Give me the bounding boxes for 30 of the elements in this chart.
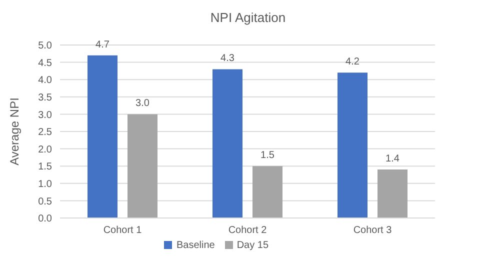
bar [212,69,242,218]
y-tick-label: 1.5 [38,162,52,173]
y-tick-label: 2.5 [38,127,52,138]
bar [338,72,368,218]
y-tick-label: 3.0 [38,110,52,121]
bar [252,166,282,218]
data-label: 4.7 [96,39,110,50]
legend-label: Day 15 [236,240,269,251]
data-label: 1.4 [386,154,400,165]
y-tick-label: 4.0 [38,75,52,86]
x-tick-label: Cohort 2 [228,225,268,236]
y-tick-label: 5.0 [38,40,52,52]
bar [88,55,118,218]
chart-title: NPI Agitation [210,10,286,25]
y-tick-label: 4.5 [38,58,52,69]
y-tick-label: 2.0 [38,144,52,156]
data-label: 1.5 [260,150,275,162]
legend-label: Baseline [176,240,215,251]
x-tick-label: Cohort 3 [353,225,392,236]
data-label: 4.3 [220,53,235,64]
y-axis-title: Average NPI [7,98,22,166]
y-tick-label: 1.0 [38,178,52,190]
bar [378,170,408,218]
y-tick-label: 0.0 [38,214,52,225]
x-tick-label: Cohort 1 [103,225,142,236]
data-label: 3.0 [136,98,150,110]
y-tick-label: 0.5 [38,196,52,208]
data-label: 4.2 [346,56,360,68]
y-tick-label: 3.5 [38,92,52,104]
bar [128,114,158,218]
